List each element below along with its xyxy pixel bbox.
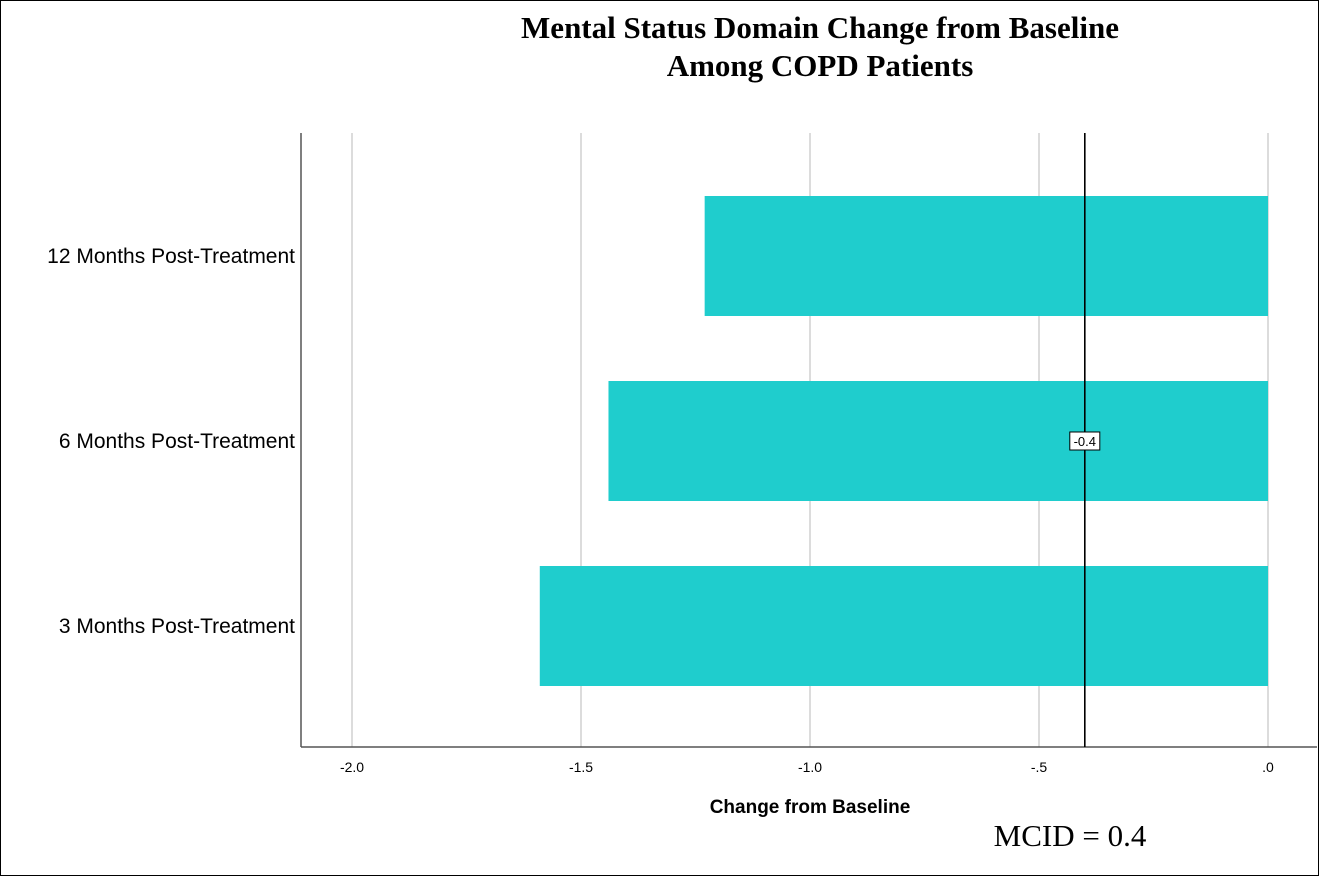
bar-2 xyxy=(539,566,1268,686)
bar-0 xyxy=(704,196,1268,316)
x-tick-label-0: -2.0 xyxy=(340,759,364,775)
x-axis-title: Change from Baseline xyxy=(710,797,911,818)
category-label-2: 3 Months Post-Treatment xyxy=(59,615,295,638)
chart-title-line-2: Among COPD Patients xyxy=(666,48,974,83)
chart-title-line-1: Mental Status Domain Change from Baselin… xyxy=(521,10,1119,45)
reference-label: -0.4 xyxy=(1074,434,1096,449)
x-tick-label-4: .0 xyxy=(1262,759,1274,775)
x-tick-label-1: -1.5 xyxy=(569,759,593,775)
reference-label-box xyxy=(1069,431,1101,451)
x-tick-label-2: -1.0 xyxy=(798,759,822,775)
bar-1 xyxy=(608,381,1268,501)
category-label-0: 12 Months Post-Treatment xyxy=(47,245,295,268)
mcid-note: MCID = 0.4 xyxy=(993,818,1147,853)
category-label-1: 6 Months Post-Treatment xyxy=(59,430,295,453)
x-tick-label-3: -.5 xyxy=(1031,759,1048,775)
